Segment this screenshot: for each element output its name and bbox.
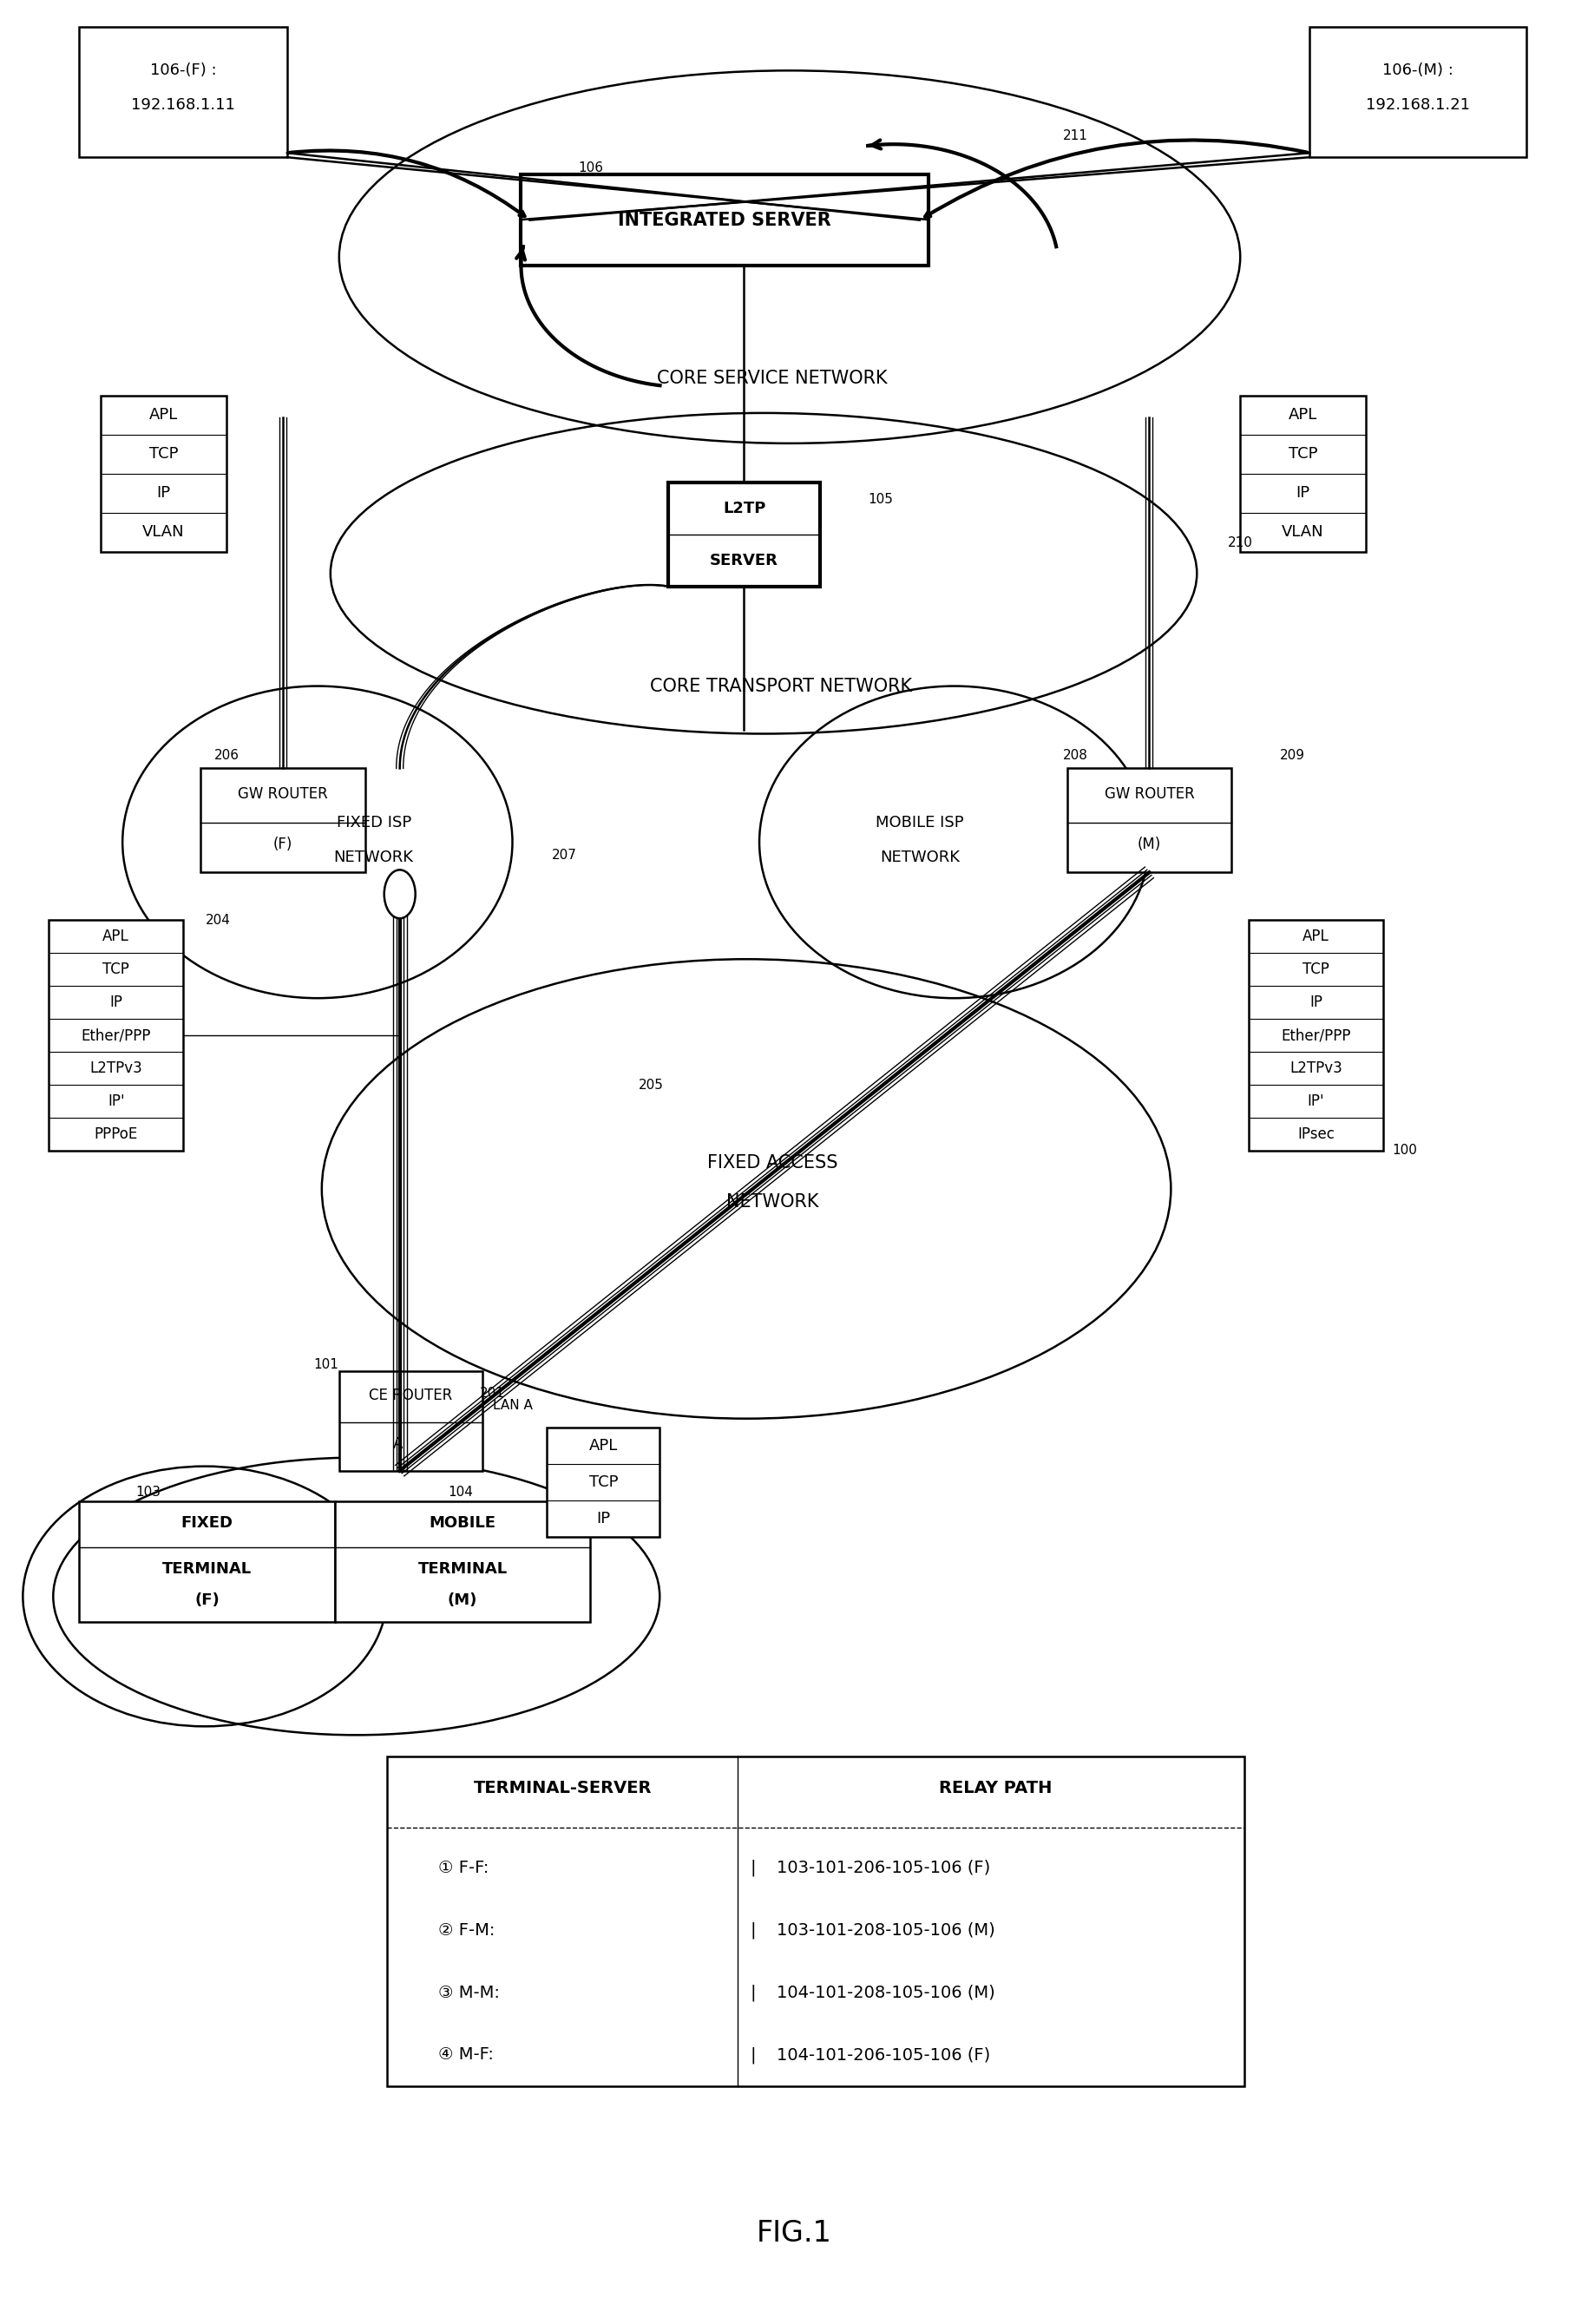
Text: PPPoE: PPPoE: [94, 1127, 138, 1141]
Bar: [335, 1501, 591, 1622]
Text: FIXED ISP: FIXED ISP: [337, 816, 411, 832]
Text: 206: 206: [214, 748, 240, 762]
Bar: [1248, 920, 1383, 1150]
Bar: [200, 769, 365, 872]
Text: TERMINAL-SERVER: TERMINAL-SERVER: [473, 1780, 651, 1796]
Text: SERVER: SERVER: [710, 553, 778, 567]
Text: |: |: [751, 2047, 756, 2064]
Text: 105: 105: [869, 493, 892, 507]
Text: IP: IP: [1296, 486, 1310, 502]
Bar: [1310, 28, 1526, 158]
Text: 104: 104: [448, 1485, 473, 1499]
Text: 103: 103: [137, 1485, 160, 1499]
Bar: [102, 395, 227, 551]
Text: Ether/PPP: Ether/PPP: [1282, 1027, 1351, 1043]
Text: |: |: [751, 1985, 756, 2001]
Text: TERMINAL: TERMINAL: [418, 1562, 507, 1576]
Text: 100: 100: [1393, 1143, 1418, 1157]
Text: |: |: [751, 1922, 756, 1938]
Bar: [79, 28, 287, 158]
Text: IP: IP: [1310, 995, 1323, 1011]
Text: L2TPv3: L2TPv3: [1289, 1060, 1342, 1076]
Bar: [79, 1501, 335, 1622]
Text: FIG.1: FIG.1: [756, 2219, 832, 2247]
Text: 211: 211: [1062, 130, 1088, 142]
Text: TERMINAL: TERMINAL: [162, 1562, 252, 1576]
Text: LAN A: LAN A: [492, 1399, 532, 1413]
Text: TCP: TCP: [1288, 446, 1318, 462]
Text: (F): (F): [194, 1592, 219, 1608]
Text: A: A: [392, 1436, 402, 1452]
Bar: [340, 1371, 483, 1471]
Text: TCP: TCP: [589, 1473, 618, 1490]
Text: IPsec: IPsec: [1297, 1127, 1334, 1141]
Text: CORE TRANSPORT NETWORK: CORE TRANSPORT NETWORK: [649, 676, 912, 695]
Text: NETWORK: NETWORK: [880, 851, 959, 865]
Text: 209: 209: [1280, 748, 1305, 762]
Text: VLAN: VLAN: [1282, 525, 1324, 539]
Text: ① F-F:: ① F-F:: [438, 1859, 489, 1875]
Text: APL: APL: [103, 930, 129, 944]
Text: IP: IP: [110, 995, 122, 1011]
Text: L2TPv3: L2TPv3: [89, 1060, 143, 1076]
Text: GW ROUTER: GW ROUTER: [238, 786, 327, 802]
Bar: [521, 174, 929, 265]
Bar: [1240, 395, 1366, 551]
Text: Ether/PPP: Ether/PPP: [81, 1027, 151, 1043]
Bar: [669, 483, 819, 586]
Text: 201: 201: [480, 1387, 505, 1399]
Bar: [546, 1427, 659, 1536]
Text: IP: IP: [157, 486, 170, 502]
Text: INTEGRATED SERVER: INTEGRATED SERVER: [618, 211, 831, 228]
Text: 104-101-206-105-106 (F): 104-101-206-105-106 (F): [777, 2047, 991, 2064]
Text: FIXED ACCESS: FIXED ACCESS: [707, 1155, 837, 1171]
Text: 106-(M) :: 106-(M) :: [1382, 63, 1453, 79]
Bar: [1067, 769, 1232, 872]
Text: 103-101-208-105-106 (M): 103-101-208-105-106 (M): [777, 1922, 996, 1938]
Text: 104-101-208-105-106 (M): 104-101-208-105-106 (M): [777, 1985, 996, 2001]
Text: 207: 207: [553, 848, 576, 862]
Ellipse shape: [384, 869, 416, 918]
Text: GW ROUTER: GW ROUTER: [1104, 786, 1194, 802]
Text: CE ROUTER: CE ROUTER: [368, 1387, 453, 1404]
Text: FIXED: FIXED: [181, 1515, 233, 1532]
Text: (F): (F): [273, 837, 292, 853]
Text: APL: APL: [1288, 407, 1318, 423]
Text: |: |: [751, 1859, 756, 1875]
Text: 208: 208: [1062, 748, 1088, 762]
Text: APL: APL: [149, 407, 178, 423]
Text: ② F-M:: ② F-M:: [438, 1922, 495, 1938]
Text: ④ M-F:: ④ M-F:: [438, 2047, 494, 2064]
Text: IP': IP': [108, 1095, 124, 1109]
Text: 192.168.1.11: 192.168.1.11: [132, 98, 235, 114]
Text: (M): (M): [1137, 837, 1161, 853]
Text: ③ M-M:: ③ M-M:: [438, 1985, 500, 2001]
Text: MOBILE ISP: MOBILE ISP: [875, 816, 964, 832]
Text: NETWORK: NETWORK: [333, 851, 414, 865]
Text: TCP: TCP: [1302, 962, 1329, 978]
Text: CORE SERVICE NETWORK: CORE SERVICE NETWORK: [657, 370, 888, 388]
Text: 106: 106: [578, 160, 603, 174]
Text: IP: IP: [597, 1511, 610, 1527]
Text: (M): (M): [448, 1592, 478, 1608]
Text: 205: 205: [638, 1078, 664, 1092]
Text: L2TP: L2TP: [723, 500, 765, 516]
Text: 210: 210: [1228, 537, 1253, 548]
Text: TCP: TCP: [149, 446, 178, 462]
Text: NETWORK: NETWORK: [726, 1192, 818, 1211]
Text: 106-(F) :: 106-(F) :: [149, 63, 216, 79]
Text: IP': IP': [1307, 1095, 1324, 1109]
Text: RELAY PATH: RELAY PATH: [939, 1780, 1053, 1796]
Text: APL: APL: [589, 1439, 618, 1452]
Bar: [387, 1757, 1245, 2087]
Text: 204: 204: [205, 913, 230, 927]
Text: 192.168.1.21: 192.168.1.21: [1366, 98, 1470, 114]
Text: MOBILE: MOBILE: [429, 1515, 495, 1532]
Text: 101: 101: [313, 1357, 338, 1371]
Bar: [49, 920, 183, 1150]
Text: APL: APL: [1302, 930, 1329, 944]
Text: 103-101-206-105-106 (F): 103-101-206-105-106 (F): [777, 1859, 991, 1875]
Text: VLAN: VLAN: [143, 525, 184, 539]
Text: TCP: TCP: [103, 962, 129, 978]
